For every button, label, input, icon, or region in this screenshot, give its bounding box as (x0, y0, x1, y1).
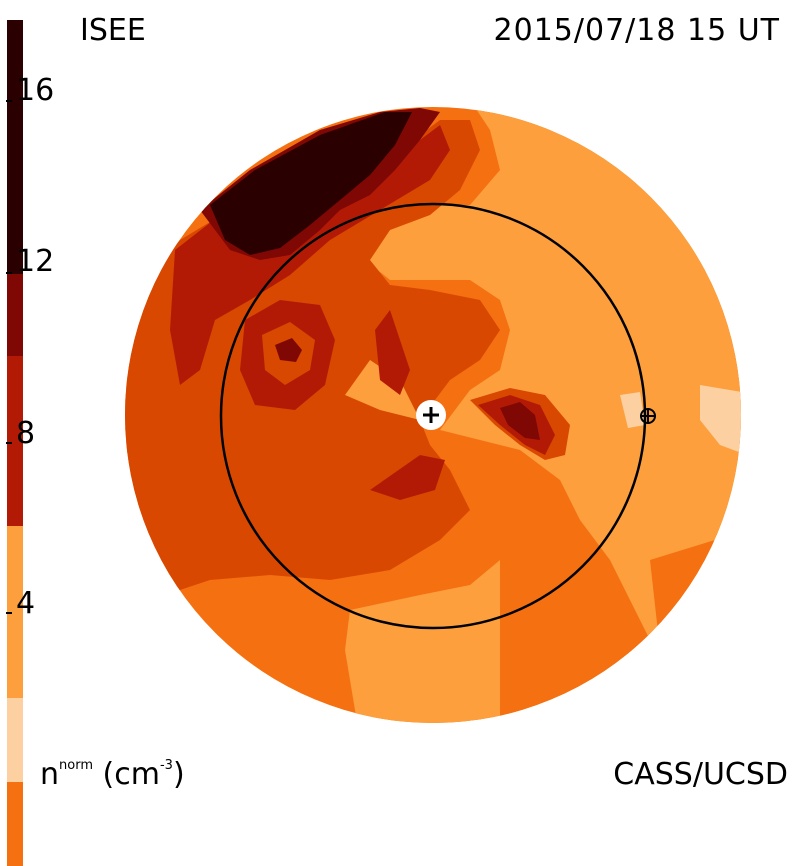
unit-prefix: (cm (93, 757, 160, 792)
colorbar-tick-label: 16 (16, 73, 55, 108)
credit-label: CASS/UCSD (613, 757, 788, 792)
sun-marker-icon (416, 400, 446, 430)
unit-exponent: -3 (159, 758, 173, 773)
colorbar-band-red (7, 356, 23, 526)
colorbar-tick-mark (6, 442, 12, 444)
colorbar-band-darkest (7, 20, 23, 274)
region-red-core (275, 338, 302, 362)
quantity-superscript: norm (59, 758, 93, 773)
colorbar-band-light-orange (7, 526, 23, 698)
colorbar-units-label: nnorm (cm-3) (40, 757, 185, 792)
region-orange-tail (440, 430, 741, 723)
colorbar-tick-mark (6, 100, 12, 102)
colorbar-tick-mark (6, 272, 12, 274)
region-pale-right (700, 385, 741, 460)
region-pale-earth (620, 392, 645, 428)
density-map (125, 107, 741, 723)
region-light-bay (345, 360, 420, 420)
region-red-streak (375, 310, 410, 395)
region-red-upper (170, 125, 450, 385)
colorbar-tick-label: 8 (16, 416, 36, 451)
instrument-label: ISEE (80, 13, 146, 48)
region-dark-red-right (500, 402, 540, 440)
datetime-label: 2015/07/18 15 UT (493, 13, 780, 48)
colorbar-tick-label: 12 (16, 244, 55, 279)
colorbar-tick-label: 4 (16, 586, 36, 621)
colorbar-tick-mark (6, 612, 12, 614)
colorbar-band-dark-red (7, 274, 23, 356)
region-darkest-top (210, 112, 412, 255)
unit-suffix: ) (172, 757, 185, 792)
earth-marker-icon (640, 408, 656, 424)
region-red-lower (370, 455, 445, 500)
region-light-bottom (355, 640, 480, 700)
quantity-symbol: n (40, 757, 60, 792)
density-disk (125, 107, 741, 723)
colorbar-band-pale (7, 698, 23, 782)
